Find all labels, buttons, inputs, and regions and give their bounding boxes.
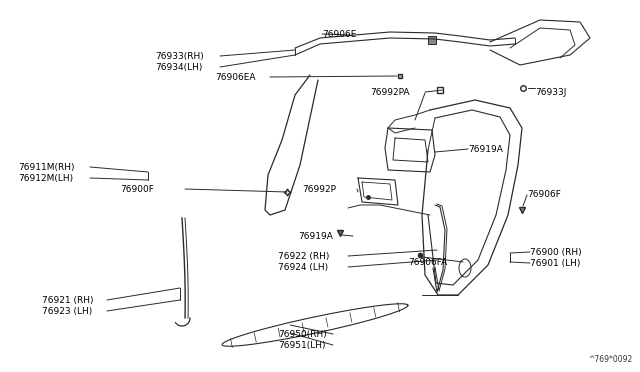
Text: 76923 (LH): 76923 (LH) [42, 307, 92, 316]
Text: 76950(RH): 76950(RH) [278, 330, 327, 339]
Text: 76934(LH): 76934(LH) [155, 63, 202, 72]
Text: 76900F: 76900F [120, 185, 154, 194]
Text: 76924 (LH): 76924 (LH) [278, 263, 328, 272]
Text: 76906F: 76906F [527, 190, 561, 199]
Text: 76906E: 76906E [322, 30, 356, 39]
Text: 76933J: 76933J [535, 88, 566, 97]
Text: 76901 (LH): 76901 (LH) [530, 259, 580, 268]
Text: 76919A: 76919A [468, 145, 503, 154]
Text: 76900 (RH): 76900 (RH) [530, 248, 582, 257]
Text: 76922 (RH): 76922 (RH) [278, 252, 330, 261]
Text: 76906EA: 76906EA [215, 73, 255, 82]
Text: 76933(RH): 76933(RH) [155, 52, 204, 61]
Text: 76912M(LH): 76912M(LH) [18, 174, 73, 183]
Bar [428, 36, 436, 44]
Text: 76919A: 76919A [298, 232, 333, 241]
Text: 76992P: 76992P [302, 185, 336, 194]
Text: 76992PA: 76992PA [370, 88, 410, 97]
Text: 76906FA: 76906FA [408, 258, 447, 267]
Text: 76921 (RH): 76921 (RH) [42, 296, 93, 305]
Text: 76951(LH): 76951(LH) [278, 341, 326, 350]
Text: ^769*0092: ^769*0092 [588, 355, 632, 364]
Text: 76911M(RH): 76911M(RH) [18, 163, 74, 172]
